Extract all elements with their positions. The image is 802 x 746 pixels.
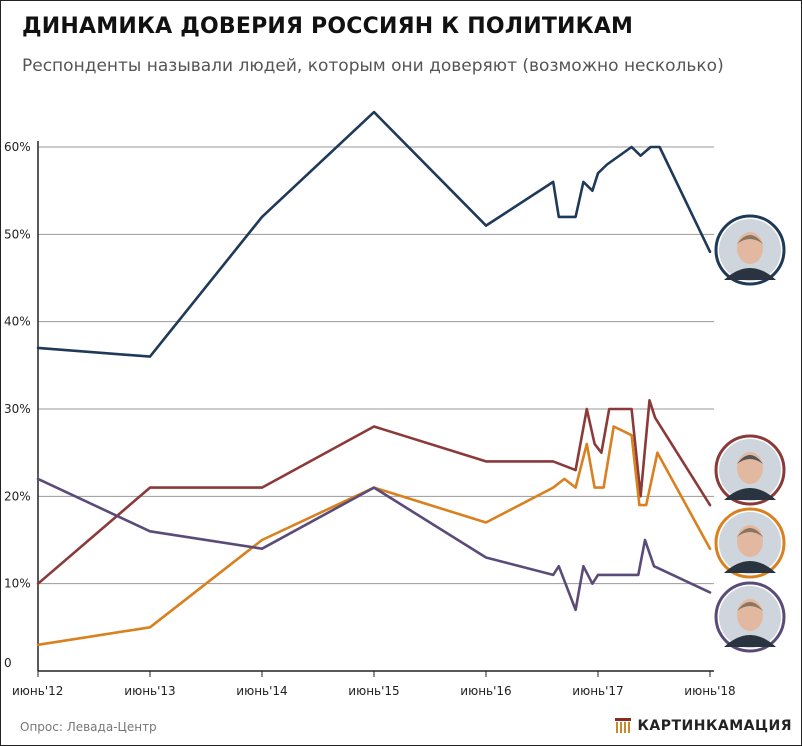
y-tick-label: 40% [4, 315, 31, 329]
putin-portrait [714, 214, 786, 286]
x-tick-label: июнь'14 [236, 684, 287, 698]
brand-name: КАРТИНКАМАЦИЯ [637, 718, 792, 734]
x-tick-label: июнь'16 [460, 684, 511, 698]
series-line [36, 425, 712, 647]
chart-subtitle: Респонденты называли людей, которым они … [22, 56, 724, 76]
brand-icon [615, 718, 632, 733]
lavrov-portrait [714, 507, 786, 579]
x-tick-label: июнь'17 [572, 684, 623, 698]
y-tick-label: 30% [4, 402, 31, 416]
brand-logo: КАРТИНКАМАЦИЯ [615, 718, 792, 734]
x-tick-label: июнь'18 [684, 684, 735, 698]
series-line [36, 110, 712, 358]
y-tick-label: 10% [4, 577, 31, 591]
source-note: Опрос: Левада-Центр [20, 720, 157, 734]
series-line [36, 477, 712, 612]
y-tick-label: 60% [4, 140, 31, 154]
y-tick-label: 50% [4, 227, 31, 241]
medvedev-portrait [714, 581, 786, 653]
shoigu-portrait [714, 434, 786, 506]
series-line [36, 398, 712, 586]
x-tick-label: июнь'13 [124, 684, 175, 698]
x-tick-label: июнь'15 [348, 684, 399, 698]
y-tick-label: 20% [4, 489, 31, 503]
x-tick-label: июнь'12 [12, 684, 63, 698]
chart-title: ДИНАМИКА ДОВЕРИЯ РОССИЯН К ПОЛИТИКАМ [22, 14, 634, 39]
y-tick-label: 0 [4, 656, 12, 670]
